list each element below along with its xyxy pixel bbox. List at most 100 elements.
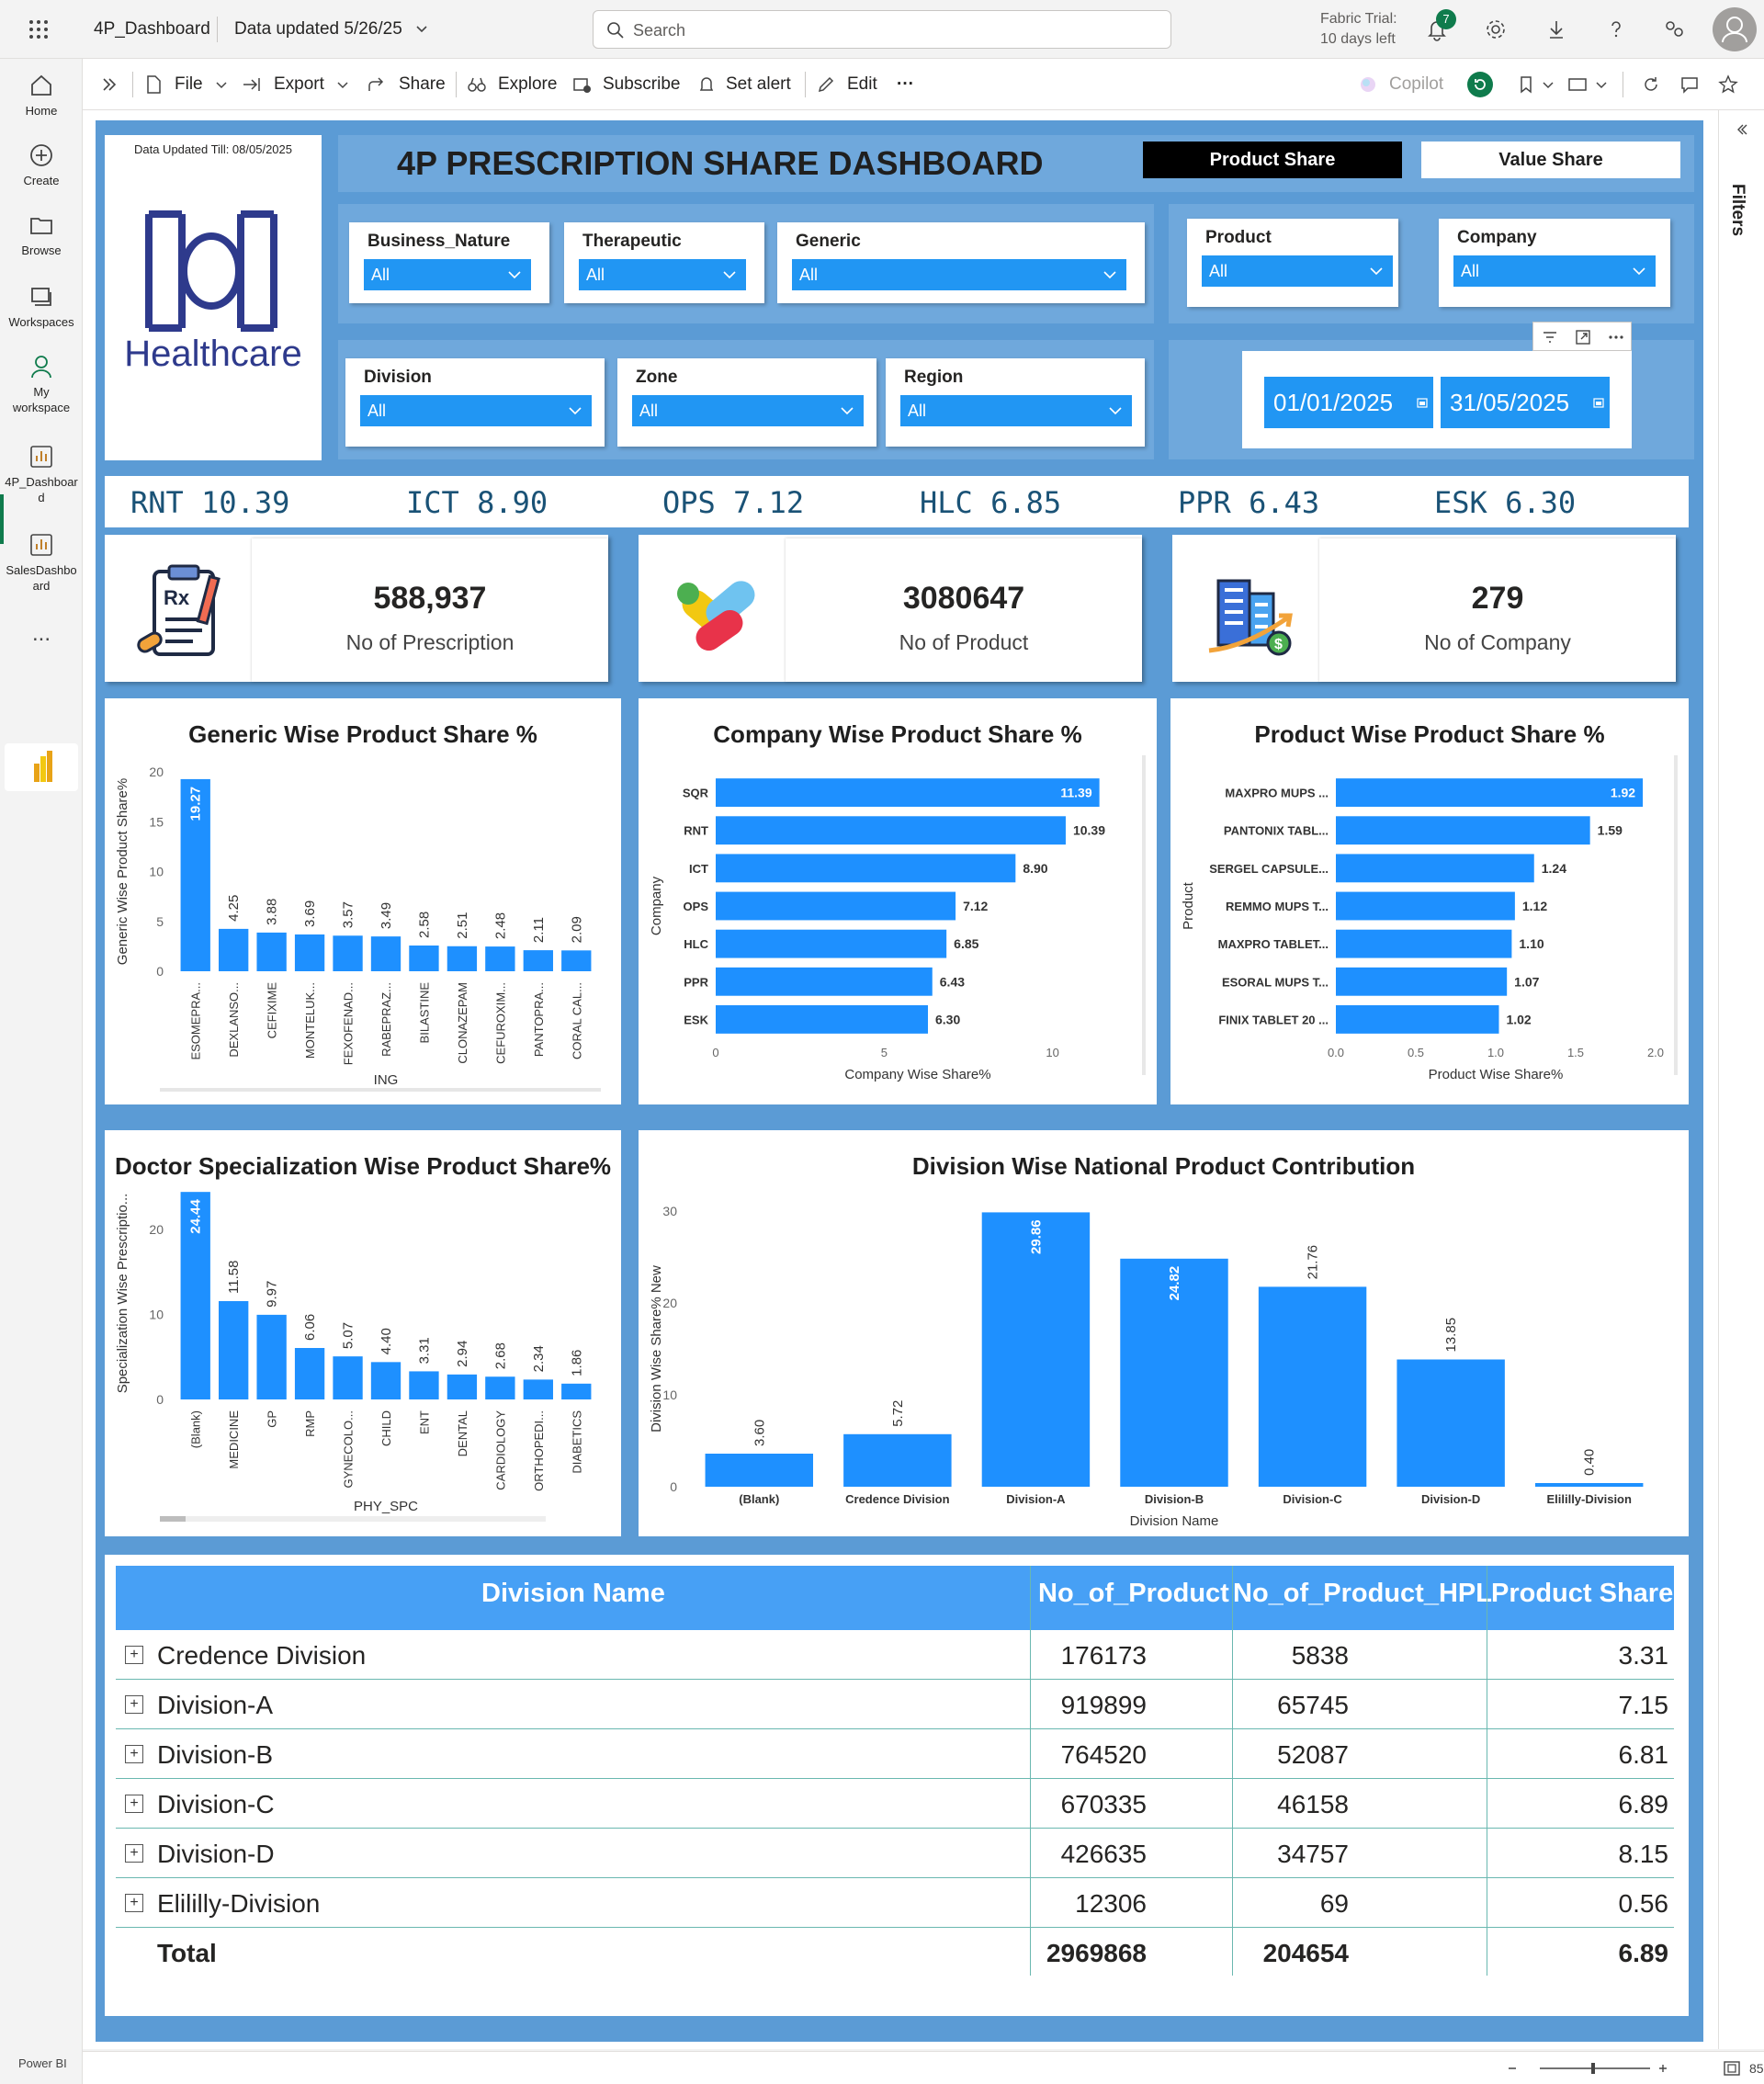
- no-of-product-cell: 919899: [1060, 1691, 1147, 1719]
- avatar[interactable]: [1713, 7, 1757, 51]
- table-row[interactable]: + Elililly-Division 12306 69 0.56: [116, 1878, 1674, 1928]
- company-share-chart[interactable]: Company Wise Product Share % 0 5 10 Company…: [639, 698, 1157, 1104]
- column-header[interactable]: Product Share: [1491, 1579, 1674, 1608]
- bar: [294, 1348, 325, 1399]
- start-date-input[interactable]: 01/01/2025: [1264, 377, 1433, 428]
- slicer-label: Region: [904, 368, 964, 387]
- zoom-level[interactable]: 85%: [1749, 2061, 1764, 2076]
- expand-row-icon[interactable]: +: [125, 1745, 143, 1763]
- product-dropdown[interactable]: All: [1202, 255, 1393, 287]
- search-input[interactable]: Search: [593, 10, 1171, 49]
- explore-button[interactable]: Explore: [498, 74, 558, 94]
- bookmark-icon[interactable]: [1516, 74, 1536, 95]
- view-icon[interactable]: [1567, 74, 1588, 95]
- chevron-left-icon[interactable]: [1735, 123, 1747, 136]
- power-bi-home[interactable]: [5, 743, 78, 791]
- app-launcher-icon[interactable]: [28, 18, 50, 40]
- chevron-down-icon[interactable]: [415, 23, 428, 36]
- product-share-chart[interactable]: Product Wise Product Share % 0.0 0.5 1.0 1.…: [1170, 698, 1689, 1104]
- chevron-down-icon[interactable]: [1591, 74, 1611, 95]
- trial-days-left[interactable]: 10 days left: [1320, 31, 1396, 47]
- filter-icon[interactable]: [1541, 328, 1559, 346]
- table-row[interactable]: + Credence Division 176173 5838 3.31: [116, 1630, 1674, 1680]
- copilot-button[interactable]: Copilot: [1389, 74, 1444, 94]
- column-header[interactable]: No_of_Product: [1038, 1579, 1229, 1608]
- file-menu[interactable]: File: [175, 74, 203, 94]
- nav-sales-dashboard-label: SalesDashboard: [6, 563, 77, 593]
- comment-icon[interactable]: [1679, 74, 1700, 95]
- generic-dropdown[interactable]: All: [792, 259, 1126, 290]
- generic-share-chart[interactable]: Generic Wise Product Share % 0 5 10 15 20 Gen…: [105, 698, 621, 1104]
- filters-pane[interactable]: [1718, 110, 1764, 2049]
- x-tick-label: ENT: [417, 1410, 431, 1434]
- data-label: 6.06: [302, 1314, 318, 1341]
- trial-status[interactable]: Fabric Trial:: [1320, 11, 1397, 27]
- set-alert-button[interactable]: Set alert: [726, 74, 791, 94]
- share-button[interactable]: Share: [399, 74, 446, 94]
- expand-row-icon[interactable]: +: [125, 1695, 143, 1714]
- subscribe-button[interactable]: Subscribe: [603, 74, 681, 94]
- help-icon[interactable]: [1603, 17, 1629, 42]
- nav-create[interactable]: Create: [0, 142, 83, 188]
- product-share-button[interactable]: Product Share: [1143, 142, 1402, 178]
- therapeutic-dropdown[interactable]: All: [579, 259, 746, 290]
- end-date-input[interactable]: 31/05/2025: [1441, 377, 1610, 428]
- calendar-icon[interactable]: [1593, 397, 1604, 408]
- chevron-down-icon[interactable]: [211, 74, 232, 95]
- expand-nav-icon[interactable]: [99, 74, 119, 95]
- data-updated-menu[interactable]: Data updated 5/26/25: [234, 19, 402, 39]
- bar: [1336, 967, 1508, 996]
- healthcare-logo-icon: [145, 210, 277, 332]
- expand-row-icon[interactable]: +: [125, 1894, 143, 1912]
- table-row[interactable]: + Division-B 764520 52087 6.81: [116, 1729, 1674, 1779]
- more-options-button[interactable]: ···: [897, 74, 914, 94]
- focus-mode-icon[interactable]: [1574, 328, 1592, 346]
- edit-button[interactable]: Edit: [847, 74, 877, 94]
- refresh-icon[interactable]: [1641, 74, 1661, 95]
- expand-row-icon[interactable]: +: [125, 1646, 143, 1664]
- nav-more[interactable]: ...: [31, 621, 51, 646]
- zone-dropdown[interactable]: All: [632, 395, 864, 426]
- calendar-icon[interactable]: [1417, 397, 1428, 408]
- chevron-down-icon[interactable]: [1538, 74, 1558, 95]
- share-people-icon[interactable]: [1661, 17, 1687, 42]
- nav-browse[interactable]: Browse: [0, 211, 83, 258]
- nav-my-workspace[interactable]: My workspace: [0, 353, 83, 415]
- slicer-zone: Zone All: [617, 358, 876, 447]
- table-row[interactable]: + Division-D 426635 34757 8.15: [116, 1829, 1674, 1878]
- product-share-cell: 6.89: [1618, 1790, 1669, 1818]
- export-menu[interactable]: Export: [274, 74, 324, 94]
- star-icon[interactable]: [1718, 74, 1738, 95]
- filters-label[interactable]: Filters: [1728, 184, 1747, 237]
- nav-sales-dashboard[interactable]: SalesDashboard: [0, 531, 83, 594]
- more-options-icon[interactable]: [1607, 328, 1625, 346]
- doctor-specialization-chart[interactable]: Doctor Specialization Wise Product Share…: [105, 1130, 621, 1536]
- column-header[interactable]: No_of_Product_HPL: [1233, 1579, 1492, 1608]
- download-icon[interactable]: [1544, 17, 1569, 42]
- nav-4p-dashboard[interactable]: 4P_Dashboard: [0, 443, 83, 505]
- y-tick-label: 5: [156, 914, 164, 929]
- data-label: 2.34: [531, 1345, 547, 1372]
- data-label: 5.07: [341, 1322, 356, 1349]
- nav-workspaces[interactable]: Workspaces: [0, 283, 83, 330]
- expand-row-icon[interactable]: +: [125, 1844, 143, 1863]
- zoom-slider[interactable]: [1503, 2061, 1668, 2076]
- chevron-down-icon[interactable]: [333, 74, 353, 95]
- table-row[interactable]: + Division-C 670335 46158 6.89: [116, 1779, 1674, 1829]
- division-contribution-chart[interactable]: Division Wise National Product Contribut…: [639, 1130, 1689, 1536]
- nav-home[interactable]: Home: [0, 72, 83, 119]
- table-row[interactable]: + Division-A 919899 65745 7.15: [116, 1680, 1674, 1729]
- region-dropdown[interactable]: All: [900, 395, 1132, 426]
- column-header[interactable]: Division Name: [481, 1579, 665, 1608]
- bar: [447, 946, 478, 971]
- gear-icon[interactable]: [1483, 17, 1509, 42]
- data-label: 2.11: [531, 917, 547, 943]
- company-dropdown[interactable]: All: [1453, 255, 1656, 287]
- expand-row-icon[interactable]: +: [125, 1795, 143, 1813]
- report-name[interactable]: 4P_Dashboard: [94, 19, 210, 39]
- value-share-button[interactable]: Value Share: [1421, 142, 1680, 178]
- fit-page-icon[interactable]: [1724, 2061, 1740, 2076]
- reset-icon[interactable]: [1466, 71, 1494, 98]
- division-dropdown[interactable]: All: [360, 395, 592, 426]
- business-nature-dropdown[interactable]: All: [364, 259, 531, 290]
